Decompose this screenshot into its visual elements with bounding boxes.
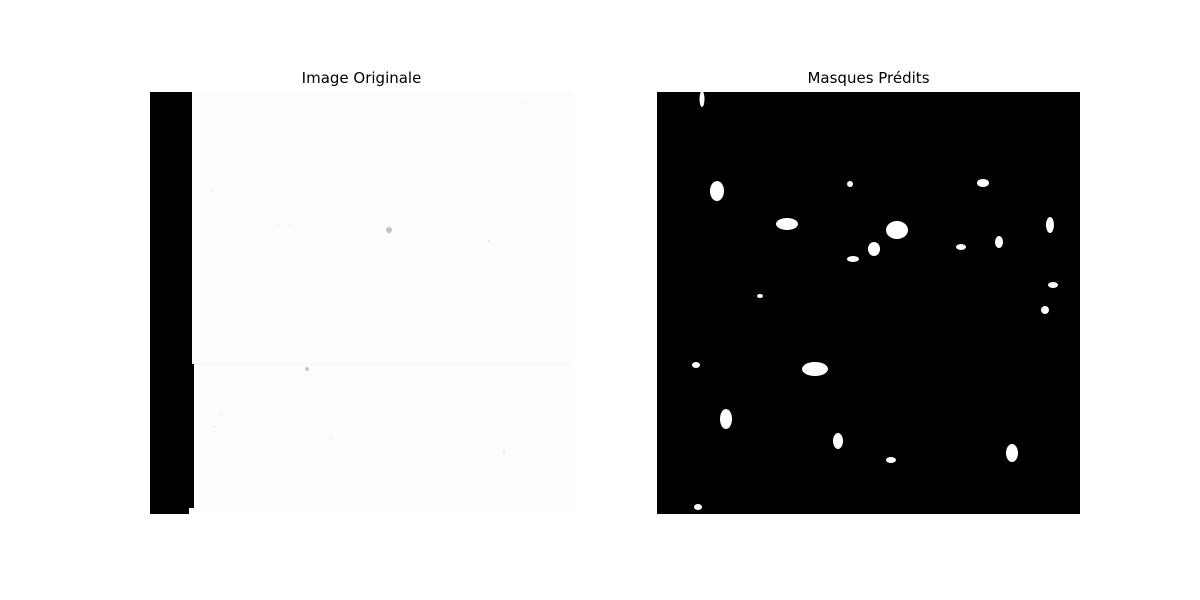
mask-blob bbox=[833, 433, 843, 449]
photo-speck bbox=[488, 240, 490, 242]
photo-speck bbox=[213, 426, 215, 428]
mask-blob bbox=[802, 362, 828, 376]
predicted-masks bbox=[657, 92, 1080, 514]
photo-speck bbox=[220, 412, 222, 414]
mask-blob bbox=[886, 221, 908, 239]
mask-blob bbox=[1006, 444, 1018, 462]
photo-speck bbox=[211, 189, 213, 191]
mask-blob bbox=[692, 362, 700, 368]
original-image bbox=[150, 92, 573, 514]
mask-blob bbox=[956, 244, 966, 250]
predicted-masks-title: Masques Prédits bbox=[807, 69, 930, 87]
photo-speck bbox=[277, 224, 279, 226]
photo-background bbox=[150, 92, 573, 514]
mask-blob bbox=[757, 294, 763, 298]
predicted-masks-panel bbox=[657, 92, 1080, 514]
original-image-title: Image Originale bbox=[301, 69, 422, 87]
mask-blob bbox=[995, 236, 1003, 248]
mask-blob bbox=[977, 179, 989, 187]
mask-blob bbox=[847, 181, 853, 187]
mask-blob bbox=[694, 504, 702, 510]
mask-blob bbox=[868, 242, 880, 256]
photo-speck bbox=[522, 101, 524, 103]
photo-speck bbox=[330, 436, 332, 438]
mask-blob bbox=[886, 457, 896, 463]
mask-blob bbox=[1048, 282, 1058, 288]
mask-blob bbox=[710, 181, 724, 201]
mask-blob bbox=[776, 218, 798, 230]
original-image-panel bbox=[150, 92, 573, 514]
mask-blob bbox=[1041, 306, 1049, 314]
mask-background bbox=[657, 92, 1080, 514]
photo-speck bbox=[289, 224, 291, 226]
photo-speck bbox=[305, 367, 309, 371]
mask-blob bbox=[699, 92, 705, 107]
mask-blob bbox=[1046, 217, 1054, 233]
photo-left-strip bbox=[150, 92, 194, 514]
mask-blob bbox=[847, 256, 859, 262]
mask-blob bbox=[720, 409, 732, 429]
photo-speck bbox=[503, 450, 505, 452]
photo-speck bbox=[386, 227, 392, 233]
